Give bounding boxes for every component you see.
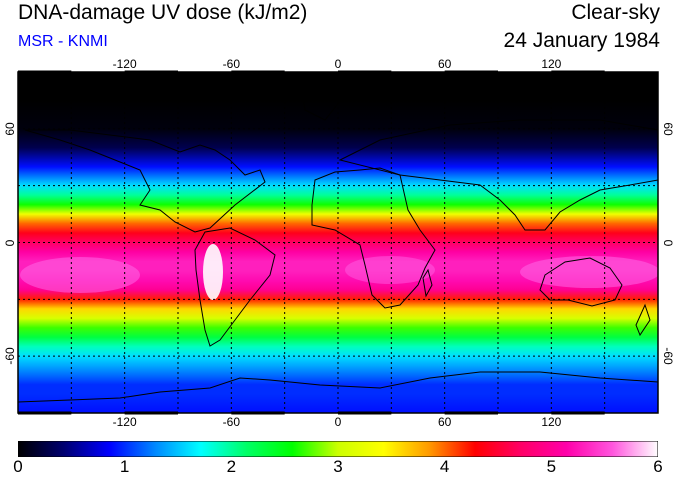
north-america-coast [24, 129, 266, 233]
indopacific-high-dose-region [520, 256, 658, 288]
page-title: DNA-damage UV dose (kJ/m2) [18, 1, 308, 24]
colorbar-fill [18, 441, 658, 457]
bottom-lon-tick-label: -120 [112, 415, 137, 429]
condition-label: Clear-sky [571, 1, 660, 24]
bottom-lon-tick-label: 0 [334, 415, 342, 429]
europe-africa-coast [311, 167, 436, 309]
enhancement-layer [20, 244, 658, 300]
top-lon-tick-label: -60 [222, 57, 240, 71]
colorbar-tick-label: 6 [653, 457, 663, 476]
colorbar-tick-label: 3 [333, 457, 343, 476]
top-lon-tick-label: 60 [437, 57, 452, 71]
antarctica-coast [18, 371, 658, 403]
australia-coast [539, 257, 623, 307]
new-zealand-coast [635, 303, 651, 337]
colorbar-tick-label: 1 [119, 457, 130, 476]
bottom-lon-tick-label: 120 [541, 415, 562, 429]
asia-coast [338, 119, 658, 231]
colorbar-tick-label: 4 [439, 457, 450, 476]
uv-dose-map [17, 70, 659, 415]
colorbar-tick-label: 5 [546, 457, 557, 476]
top-lon-tick-label: 120 [541, 57, 562, 71]
left-lat-tick-label: 60 [3, 122, 17, 136]
pacific-high-dose-region [20, 257, 140, 293]
frame-ticks [18, 70, 605, 415]
colorbar-tick-label: 0 [13, 457, 23, 476]
graticule [18, 72, 658, 413]
colorbar [18, 441, 658, 457]
left-lat-tick-label: -60 [3, 347, 17, 365]
left-lat-tick-label: 0 [3, 239, 17, 246]
right-lat-tick-label: 60 [661, 122, 675, 136]
top-lon-tick-label: -120 [112, 57, 137, 71]
top-lon-tick-label: 0 [334, 57, 342, 71]
right-lat-tick-label: -60 [661, 347, 675, 365]
bottom-lon-tick-label: 60 [437, 415, 452, 429]
bottom-lon-tick-label: -60 [222, 415, 240, 429]
greenland-coast [299, 74, 346, 121]
date-label: 24 January 1984 [503, 29, 660, 52]
organization-label: MSR - KNMI [18, 33, 108, 50]
africa-high-dose-region [345, 256, 435, 284]
right-lat-tick-label: 0 [661, 239, 675, 246]
madagascar-coast [422, 268, 433, 298]
colorbar-tick-label: 2 [226, 457, 237, 476]
andes-high-dose-patch [203, 244, 223, 300]
